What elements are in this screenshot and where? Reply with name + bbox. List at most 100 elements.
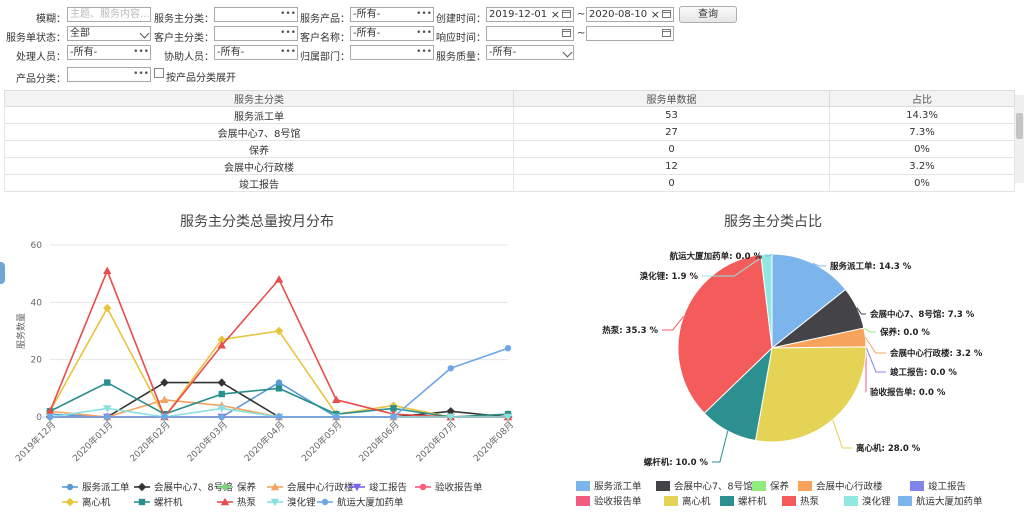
y-tick-label: 0	[36, 413, 42, 423]
more-icon[interactable]: •••	[416, 28, 432, 38]
legend-item: 保养	[752, 481, 790, 493]
legend-marker	[138, 498, 146, 506]
data-point	[333, 413, 340, 421]
create-time-label: 创建时间：	[436, 14, 486, 25]
more-icon[interactable]: •••	[416, 9, 432, 19]
more-icon[interactable]: •••	[280, 47, 296, 57]
assistant-picker[interactable]: -所有- •••	[214, 45, 298, 60]
clear-icon[interactable]: ×	[650, 8, 660, 21]
calendar-icon[interactable]	[662, 10, 671, 18]
table-scrollbar[interactable]	[1015, 95, 1024, 183]
legend-item: 航运大厦加药单	[898, 496, 983, 508]
status-select[interactable]: 全部	[67, 26, 151, 41]
table-row[interactable]: 服务派工单 53 14.3%	[4, 106, 1015, 124]
main-category-picker[interactable]: •••	[214, 7, 298, 22]
response-time-from-input[interactable]	[486, 26, 574, 41]
legend-label: 离心机	[682, 496, 711, 508]
customer-category-label: 客户主分类：	[154, 33, 214, 44]
more-icon[interactable]: •••	[280, 28, 296, 38]
legend-label: 螺杆机	[738, 496, 767, 508]
data-point	[503, 413, 513, 422]
pie-slice	[754, 346, 867, 443]
category-table: 服务主分类 服务单数据 占比 服务派工单 53 14.3% 会展中心7、8号馆 …	[4, 90, 1015, 192]
more-icon[interactable]: •••	[133, 69, 149, 79]
table-row[interactable]: 竣工报告 0 0%	[4, 174, 1015, 192]
side-panel-toggle[interactable]	[0, 262, 5, 284]
legend-item: 离心机	[664, 496, 711, 508]
pie-data-label: 竣工报告: 0.0 %	[890, 367, 957, 378]
query-button[interactable]: 查询	[679, 6, 737, 23]
calendar-icon[interactable]	[662, 29, 671, 37]
data-point	[275, 413, 283, 421]
column-header[interactable]: 占比	[829, 90, 1015, 107]
clear-icon[interactable]: ×	[550, 8, 560, 21]
more-icon[interactable]: •••	[416, 47, 432, 57]
department-picker[interactable]: •••	[350, 45, 434, 60]
count-cell: 0	[513, 140, 830, 158]
legend-item: 溴化锂	[267, 497, 316, 509]
more-icon[interactable]: •••	[133, 47, 149, 57]
table-row[interactable]: 会展中心行政楼 12 3.2%	[4, 157, 1015, 175]
legend-item: 服务派工单	[62, 482, 130, 494]
create-time-from-input[interactable]: 2019-12-01 ×	[486, 7, 574, 22]
data-point	[217, 405, 226, 413]
series-line	[49, 306, 509, 419]
product-category-picker[interactable]: •••	[67, 67, 151, 82]
legend-marker	[270, 482, 280, 491]
expand-checkbox[interactable]	[154, 68, 164, 78]
legend-swatch	[910, 481, 924, 491]
data-point	[217, 378, 226, 387]
legend-item: 热泵	[782, 496, 820, 508]
legend-marker	[66, 483, 74, 491]
ratio-cell: 0%	[829, 174, 1015, 192]
legend-item: 螺杆机	[720, 496, 767, 508]
assistant-label: 协助人员：	[164, 52, 214, 63]
legend-label: 会展中心行政楼	[816, 481, 883, 493]
ratio-cell: 7.3%	[829, 123, 1015, 141]
quality-select[interactable]: -所有-	[486, 45, 574, 60]
more-icon[interactable]: •••	[280, 9, 296, 19]
legend-swatch	[720, 496, 734, 506]
table-row[interactable]: 会展中心7、8号馆 27 7.3%	[4, 123, 1015, 141]
legend-marker	[220, 497, 230, 506]
count-cell: 53	[513, 106, 830, 124]
table-header-row: 服务主分类 服务单数据 占比	[4, 90, 1015, 107]
response-time-to-input[interactable]	[586, 26, 674, 41]
legend-marker	[270, 498, 280, 507]
create-time-to-input[interactable]: 2020-08-10 ×	[586, 7, 674, 22]
x-tick-label: 2019年12月	[13, 419, 59, 465]
data-point	[390, 405, 397, 412]
main-category-label: 服务主分类：	[154, 14, 214, 25]
scrollbar-thumb[interactable]	[1016, 113, 1023, 139]
product-picker[interactable]: -所有- •••	[350, 7, 434, 22]
legend-item: 会展中心7、8号馆	[656, 481, 753, 493]
legend-marker	[321, 498, 329, 506]
pie-data-label: 验收报告单: 0.0 %	[870, 387, 946, 398]
y-tick-label: 60	[31, 241, 43, 251]
customer-category-picker[interactable]: •••	[214, 26, 298, 41]
calendar-icon[interactable]	[562, 10, 571, 18]
legend-swatch	[782, 496, 796, 506]
legend-label: 会展中心7、8号馆	[674, 481, 753, 493]
legend-swatch	[798, 481, 812, 491]
series-group	[45, 303, 513, 422]
pie-slice	[677, 254, 773, 414]
pie-data-label: 服务派工单: 14.3 %	[830, 261, 912, 272]
customer-name-picker[interactable]: -所有- •••	[350, 26, 434, 41]
pie-data-label: 航运大厦加药单: 0.0 %	[670, 251, 763, 262]
data-point	[46, 413, 54, 421]
calendar-icon[interactable]	[562, 29, 571, 37]
table-row[interactable]: 保养 0 0%	[4, 140, 1015, 158]
column-header[interactable]: 服务主分类	[4, 90, 514, 107]
legend-marker	[221, 483, 229, 491]
legend-label: 溴化锂	[862, 496, 891, 508]
column-header[interactable]: 服务单数据	[513, 90, 830, 107]
legend-label: 验收报告单	[435, 482, 483, 494]
keyword-input[interactable]: 主题、服务内容...	[67, 7, 151, 22]
data-point	[104, 379, 111, 386]
customer-name-label: 客户名称：	[300, 33, 350, 44]
pie-connector	[712, 430, 729, 463]
category-cell: 会展中心行政楼	[4, 157, 514, 175]
handler-picker[interactable]: -所有- •••	[67, 45, 151, 60]
data-point	[160, 378, 169, 387]
